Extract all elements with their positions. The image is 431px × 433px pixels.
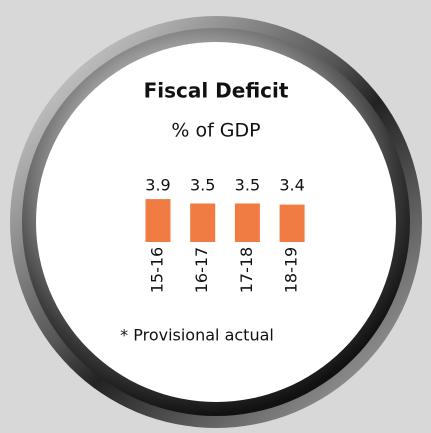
- value-label: 3.4: [279, 176, 304, 195]
- x-tick-label: 18-19: [282, 247, 301, 294]
- bar: [145, 199, 171, 242]
- dial-face: [36, 42, 396, 402]
- chart-subtitle: % of GDP: [171, 120, 260, 142]
- chart-title: Fiscal Deficit: [144, 79, 289, 103]
- x-tick-label: 16-17: [192, 247, 211, 294]
- bar: [234, 203, 260, 242]
- footnote: * Provisional actual: [120, 326, 274, 345]
- bar: [190, 203, 216, 242]
- value-label: 3.9: [145, 176, 170, 195]
- x-tick-label: 15-16: [148, 247, 167, 294]
- x-tick-label: 17-18: [237, 247, 256, 294]
- value-label: 3.5: [190, 176, 215, 195]
- value-label: 3.5: [235, 176, 260, 195]
- bar: [279, 204, 305, 242]
